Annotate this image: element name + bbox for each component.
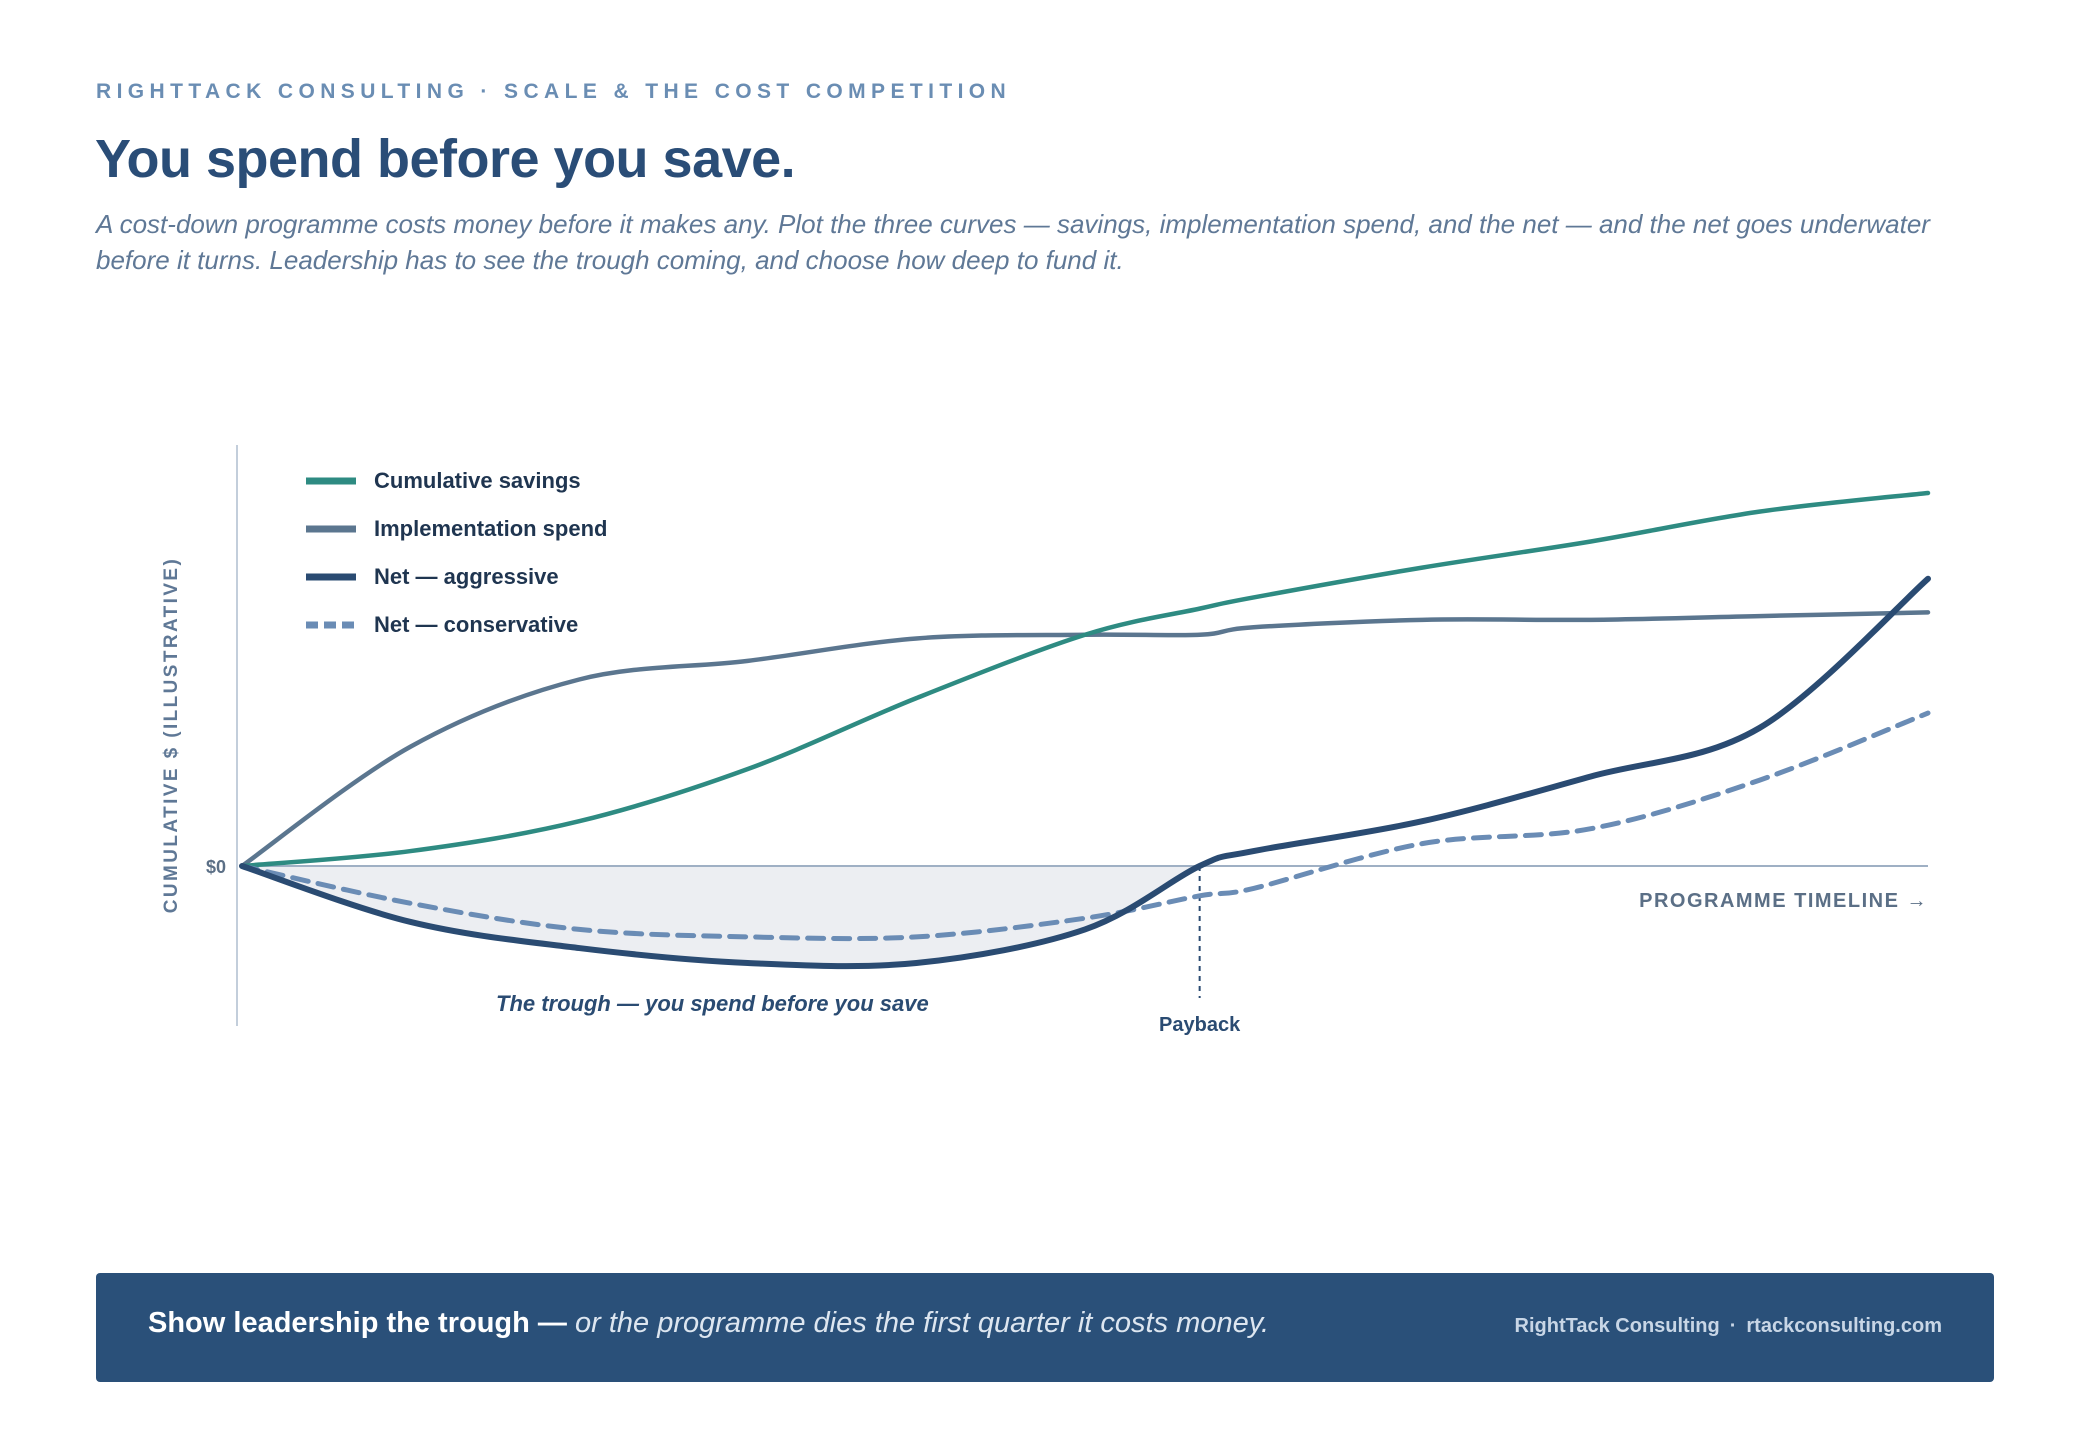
- footer-credit: RightTack Consulting · rtackconsulting.com: [1515, 1315, 1942, 1338]
- footer-website: rtackconsulting.com: [1746, 1315, 1942, 1337]
- footer-company-name: RightTack Consulting: [1514, 1315, 1720, 1337]
- y-axis-label: CUMULATIVE $ (ILLUSTRATIVE): [161, 557, 182, 913]
- y-tick-zero-label: $0: [206, 857, 226, 877]
- net-aggressive-line: [239, 575, 1931, 970]
- x-axis-label: PROGRAMME TIMELINE →: [1639, 890, 1928, 912]
- legend-label-implementation: Implementation spend: [374, 516, 607, 541]
- footer-separator: ·: [1729, 1315, 1737, 1337]
- legend-label-net-conservative: Net — conservative: [374, 612, 578, 637]
- payback-annotation: Payback: [1159, 1014, 1241, 1036]
- implementation-spend-line: [239, 610, 1931, 869]
- trough-shaded-area: [242, 866, 1200, 967]
- page-subtitle: A cost-down programme costs money before…: [96, 209, 1930, 275]
- trough-annotation: The trough — you spend before you save: [496, 991, 929, 1016]
- eyebrow-text: RIGHTTACK CONSULTING · SCALE & THE COST …: [96, 80, 1012, 103]
- legend-label-savings: Cumulative savings: [374, 468, 581, 493]
- chart-legend: Cumulative savings Implementation spend …: [306, 468, 607, 637]
- legend-label-net-aggressive: Net — aggressive: [374, 564, 559, 589]
- page-title: You spend before you save.: [95, 129, 796, 189]
- footer-message-strong: Show leadership the trough —: [148, 1307, 567, 1339]
- footer-message: Show leadership the trough — or the prog…: [148, 1307, 1269, 1340]
- footer-message-rest: or the programme dies the first quarter …: [566, 1307, 1270, 1339]
- footer-banner: Show leadership the trough — or the prog…: [96, 1273, 1994, 1382]
- cumulative-savings-line: [239, 490, 1931, 869]
